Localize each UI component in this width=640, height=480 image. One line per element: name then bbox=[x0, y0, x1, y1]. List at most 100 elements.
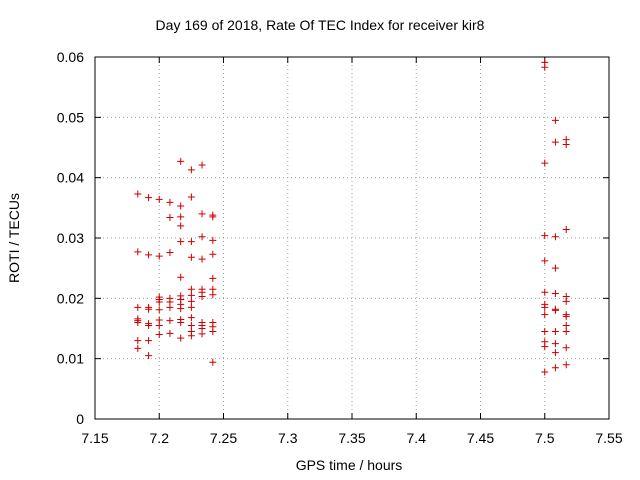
data-point bbox=[134, 190, 142, 198]
data-point bbox=[166, 317, 174, 325]
data-point bbox=[155, 298, 163, 306]
data-point bbox=[134, 344, 142, 352]
data-point bbox=[562, 297, 570, 305]
data-point bbox=[166, 248, 174, 256]
data-point bbox=[541, 311, 549, 319]
data-point bbox=[145, 251, 153, 259]
data-point bbox=[187, 193, 195, 201]
y-tick-label: 0.04 bbox=[57, 170, 84, 186]
data-point bbox=[551, 364, 559, 372]
y-axis-label: ROTI / TECUs bbox=[6, 193, 22, 283]
data-point bbox=[134, 337, 142, 345]
data-point bbox=[177, 213, 185, 221]
data-point bbox=[177, 222, 185, 230]
y-tick-label: 0.05 bbox=[57, 109, 84, 125]
data-point bbox=[155, 331, 163, 339]
data-point bbox=[166, 198, 174, 206]
x-tick-label: 7.5 bbox=[535, 430, 555, 446]
data-point bbox=[198, 210, 206, 218]
data-point bbox=[209, 291, 217, 299]
data-point bbox=[187, 253, 195, 261]
data-point bbox=[145, 321, 153, 329]
data-point bbox=[145, 337, 153, 345]
data-point bbox=[166, 329, 174, 337]
data-point bbox=[209, 236, 217, 244]
data-point bbox=[541, 368, 549, 376]
y-tick-label: 0.06 bbox=[57, 49, 84, 65]
data-point bbox=[187, 238, 195, 246]
plot-frame bbox=[94, 56, 610, 420]
data-point bbox=[209, 328, 217, 336]
y-axis-ticks: 0 0.01 0.02 0.03 0.04 0.05 0.06 bbox=[57, 49, 609, 427]
x-axis-label: GPS time / hours bbox=[295, 457, 403, 473]
data-point bbox=[177, 318, 185, 326]
x-tick-label: 7.35 bbox=[338, 430, 365, 446]
data-point bbox=[177, 157, 185, 165]
y-tick-label: 0.03 bbox=[57, 230, 84, 246]
x-tick-label: 7.25 bbox=[210, 430, 237, 446]
data-point bbox=[134, 303, 142, 311]
data-point bbox=[187, 285, 195, 293]
data-point bbox=[209, 250, 217, 258]
data-point bbox=[145, 194, 153, 202]
data-point bbox=[187, 291, 195, 299]
data-point bbox=[166, 213, 174, 221]
chart-title: Day 169 of 2018, Rate Of TEC Index for r… bbox=[155, 17, 485, 33]
data-point bbox=[198, 161, 206, 169]
data-point bbox=[562, 140, 570, 148]
x-tick-label: 7.55 bbox=[595, 430, 622, 446]
data-point bbox=[551, 116, 559, 124]
data-point bbox=[541, 257, 549, 265]
x-tick-label: 7.45 bbox=[467, 430, 494, 446]
data-point bbox=[155, 321, 163, 329]
data-point bbox=[209, 213, 217, 221]
data-point bbox=[155, 252, 163, 260]
data-point bbox=[187, 314, 195, 322]
data-point bbox=[134, 248, 142, 256]
x-tick-label: 7.15 bbox=[81, 430, 108, 446]
data-point bbox=[562, 344, 570, 352]
data-point bbox=[551, 233, 559, 241]
data-point bbox=[551, 349, 559, 357]
data-points bbox=[134, 58, 570, 376]
data-point bbox=[541, 303, 549, 311]
data-point bbox=[187, 303, 195, 311]
y-tick-label: 0 bbox=[76, 411, 84, 427]
data-point bbox=[541, 159, 549, 167]
data-point bbox=[551, 290, 559, 298]
x-tick-label: 7.2 bbox=[150, 430, 170, 446]
data-point bbox=[155, 306, 163, 314]
data-point bbox=[541, 288, 549, 296]
data-point bbox=[145, 352, 153, 360]
data-point bbox=[562, 321, 570, 329]
grid-lines bbox=[95, 57, 609, 419]
data-point bbox=[541, 343, 549, 351]
data-point bbox=[562, 361, 570, 369]
data-point bbox=[551, 306, 559, 314]
data-point bbox=[551, 340, 559, 348]
data-point bbox=[198, 330, 206, 338]
data-point bbox=[541, 63, 549, 71]
data-point bbox=[209, 358, 217, 366]
data-point bbox=[541, 328, 549, 336]
data-point bbox=[177, 334, 185, 342]
x-tick-label: 7.3 bbox=[278, 430, 298, 446]
data-point bbox=[209, 274, 217, 282]
data-point bbox=[177, 202, 185, 210]
data-point bbox=[187, 332, 195, 340]
x-axis-ticks: 7.15 7.2 7.25 7.3 7.35 7.4 7.45 7.5 7.55 bbox=[81, 57, 623, 446]
data-point bbox=[177, 305, 185, 313]
data-point bbox=[198, 293, 206, 301]
data-point bbox=[145, 305, 153, 313]
data-point bbox=[155, 195, 163, 203]
data-point bbox=[187, 321, 195, 329]
data-point bbox=[551, 138, 559, 146]
y-tick-label: 0.01 bbox=[57, 351, 84, 367]
data-point bbox=[166, 303, 174, 311]
data-point bbox=[562, 328, 570, 336]
data-point bbox=[551, 328, 559, 336]
data-point bbox=[177, 238, 185, 246]
x-tick-label: 7.4 bbox=[407, 430, 427, 446]
data-point bbox=[177, 273, 185, 281]
